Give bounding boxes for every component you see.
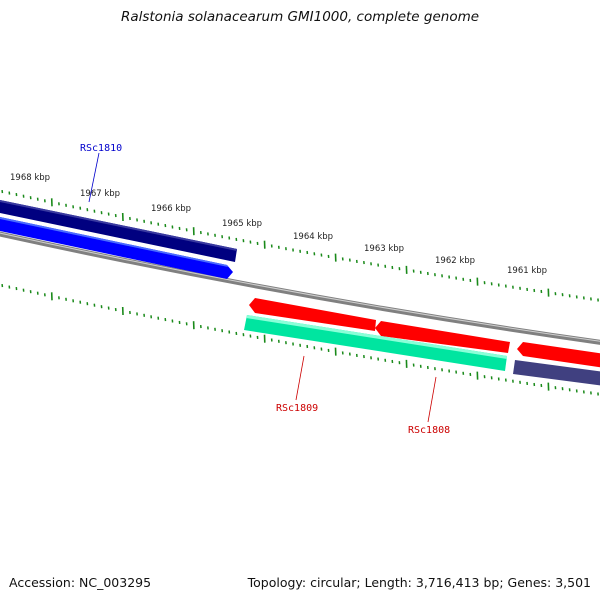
accession-text: Accession: NC_003295 — [9, 575, 152, 590]
gene-label-rsc1809[interactable]: RSc1809 — [276, 403, 318, 414]
leader-line-rsc1808 — [427, 376, 437, 423]
feature-gene-rsc1809-1808-highlight — [246, 315, 507, 359]
backbone-track — [0, 231, 600, 345]
kbp-label-1965: 1965 kbp — [222, 219, 262, 229]
leader-line-rsc1810 — [88, 152, 100, 203]
kbp-label-1964: 1964 kbp — [293, 232, 333, 242]
kbp-label-1966: 1966 kbp — [151, 204, 191, 214]
map-title: Ralstonia solanacearum GMI1000, complete… — [120, 9, 480, 25]
gene-label-rsc1810[interactable]: RSc1810 — [80, 143, 122, 154]
scale-ticks-bottom — [1, 284, 599, 396]
kbp-label-1963: 1963 kbp — [364, 244, 404, 254]
kbp-label-1967: 1967 kbp — [80, 189, 120, 199]
feature-rsc1810-highlight — [0, 200, 237, 251]
kbp-label-1968: 1968 kbp — [10, 173, 50, 183]
scale-ticks-top — [1, 190, 599, 302]
kbp-label-1962: 1962 kbp — [435, 256, 475, 266]
feature-cds-rsc1809[interactable] — [249, 298, 376, 331]
feature-rsc1810-track[interactable] — [0, 199, 237, 262]
backbone-highlight — [0, 232, 600, 342]
feature-cds-rsc1808[interactable] — [375, 321, 510, 353]
kbp-label-1961: 1961 kbp — [507, 266, 547, 276]
feature-forward-cds-highlight — [0, 217, 228, 267]
leader-line-rsc1809 — [295, 355, 305, 401]
feature-gene-rsc1809-1808[interactable] — [244, 315, 507, 371]
feature-gene-next[interactable] — [513, 360, 600, 386]
feature-forward-cds[interactable] — [0, 216, 233, 279]
gene-label-rsc1808[interactable]: RSc1808 — [408, 425, 450, 436]
feature-cds-next[interactable] — [517, 342, 600, 368]
genome-summary-text: Topology: circular; Length: 3,716,413 bp… — [247, 575, 591, 590]
